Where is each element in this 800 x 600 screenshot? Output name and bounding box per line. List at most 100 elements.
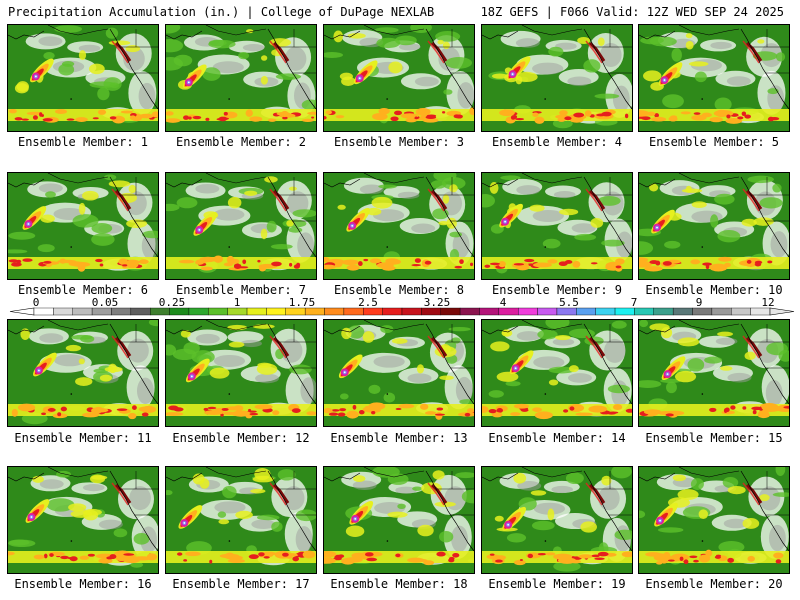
colorbar-tick-label: 2.5	[358, 296, 378, 309]
colorbar-swatch	[614, 307, 635, 316]
colorbar-swatch	[595, 307, 616, 316]
precip-map-graphic	[166, 467, 316, 573]
precip-map-graphic	[324, 467, 474, 573]
ensemble-map-panel	[481, 172, 633, 280]
ensemble-member-label: Ensemble Member: 3	[333, 135, 465, 149]
precip-map-graphic	[482, 320, 632, 426]
ensemble-map-panel	[481, 24, 633, 132]
colorbar-swatch	[111, 307, 132, 316]
ensemble-member-label: Ensemble Member: 7	[175, 283, 307, 297]
colorbar-max-arrow	[769, 307, 795, 316]
ensemble-map-panel	[165, 466, 317, 574]
precip-map-graphic	[324, 320, 474, 426]
colorbar-tick-label: 4	[500, 296, 507, 309]
colorbar-tick-label: 9	[696, 296, 703, 309]
ensemble-map-panel	[638, 172, 790, 280]
colorbar-swatch	[208, 307, 228, 316]
colorbar-swatch	[53, 307, 73, 316]
colorbar-swatch	[440, 307, 461, 316]
colorbar-swatch	[169, 307, 190, 316]
ensemble-member-label: Ensemble Member: 15	[645, 431, 783, 445]
ensemble-map-panel	[165, 172, 317, 280]
colorbar-swatch	[498, 307, 519, 316]
run-valid-title: 18Z GEFS | F066 Valid: 12Z WED SEP 24 20…	[480, 5, 784, 19]
ensemble-map-panel	[323, 24, 475, 132]
colorbar-swatch	[692, 307, 713, 316]
precip-map-graphic	[166, 320, 316, 426]
colorbar-min-arrow	[9, 307, 35, 316]
precip-map-graphic	[8, 173, 158, 279]
colorbar: 0 0.05 0.25 1 1.75 2.5 3.25 4 5.5 7 9 12	[4, 296, 796, 320]
colorbar-tick-label: 1.75	[289, 296, 316, 309]
colorbar-swatch	[285, 307, 306, 316]
ensemble-member-label: Ensemble Member: 2	[175, 135, 307, 149]
colorbar-swatch	[672, 307, 693, 316]
colorbar-tick-label: 5.5	[559, 296, 579, 309]
colorbar-tick-label: 0.05	[92, 296, 119, 309]
ensemble-map-panel	[323, 466, 475, 574]
ensemble-member-label: Ensemble Member: 11	[14, 431, 152, 445]
precip-map-graphic	[639, 25, 789, 131]
colorbar-swatch	[304, 307, 325, 316]
precip-map-graphic	[482, 173, 632, 279]
ensemble-member-label: Ensemble Member: 9	[491, 283, 623, 297]
ensemble-map-panel	[165, 319, 317, 427]
colorbar-swatch	[556, 307, 577, 316]
header: Precipitation Accumulation (in.) | Colle…	[0, 0, 800, 24]
colorbar-swatch	[150, 307, 170, 316]
colorbar-tick-label: 7	[631, 296, 638, 309]
precip-map-graphic	[639, 467, 789, 573]
ensemble-map-panel	[165, 24, 317, 132]
precip-map-graphic	[8, 320, 158, 426]
ensemble-map-panel	[638, 466, 790, 574]
colorbar-swatch	[382, 307, 403, 316]
ensemble-member-label: Ensemble Member: 17	[172, 577, 310, 591]
precip-map-graphic	[639, 320, 789, 426]
colorbar-swatch	[130, 307, 151, 316]
colorbar-swatch	[401, 307, 422, 316]
colorbar-swatch	[227, 307, 248, 316]
colorbar-graphic: 0 0.05 0.25 1 1.75 2.5 3.25 4 5.5 7 9 12	[9, 296, 795, 316]
colorbar-swatch	[188, 307, 209, 316]
colorbar-swatch	[750, 307, 771, 316]
ensemble-member-label: Ensemble Member: 6	[17, 283, 149, 297]
precip-map-graphic	[166, 25, 316, 131]
colorbar-swatch	[459, 307, 480, 316]
ensemble-member-label: Ensemble Member: 14	[488, 431, 626, 445]
ensemble-map-panel	[7, 466, 159, 574]
colorbar-swatch	[479, 307, 500, 316]
ensemble-map-panel	[7, 319, 159, 427]
precip-map-graphic	[324, 173, 474, 279]
ensemble-member-label: Ensemble Member: 13	[330, 431, 468, 445]
colorbar-tick-label: 0	[33, 296, 40, 309]
ensemble-map-panel	[7, 24, 159, 132]
colorbar-tick-label: 0.25	[159, 296, 186, 309]
colorbar-swatch	[518, 307, 538, 316]
colorbar-tick-label: 3.25	[424, 296, 451, 309]
colorbar-swatch	[246, 307, 267, 316]
ensemble-member-label: Ensemble Member: 8	[333, 283, 465, 297]
colorbar-swatch	[343, 307, 364, 316]
colorbar-swatch	[653, 307, 674, 316]
colorbar-swatch	[421, 307, 441, 316]
colorbar-tick-label: 1	[234, 296, 241, 309]
precip-map-graphic	[324, 25, 474, 131]
ensemble-map-panel	[323, 172, 475, 280]
colorbar-swatch	[731, 307, 751, 316]
precip-map-graphic	[482, 25, 632, 131]
ensemble-map-panel	[323, 319, 475, 427]
colorbar-swatch	[33, 307, 54, 316]
ensemble-map-panel	[7, 172, 159, 280]
ensemble-member-label: Ensemble Member: 18	[330, 577, 468, 591]
colorbar-swatch	[363, 307, 383, 316]
colorbar-swatch	[537, 307, 558, 316]
ensemble-member-label: Ensemble Member: 12	[172, 431, 310, 445]
product-title: Precipitation Accumulation (in.) | Colle…	[8, 5, 435, 19]
ensemble-member-label: Ensemble Member: 10	[645, 283, 783, 297]
ensemble-member-label: Ensemble Member: 16	[14, 577, 152, 591]
precip-map-graphic	[8, 25, 158, 131]
ensemble-member-label: Ensemble Member: 4	[491, 135, 623, 149]
ensemble-member-label: Ensemble Member: 20	[645, 577, 783, 591]
ensemble-map-panel	[481, 466, 633, 574]
ensemble-map-panel	[638, 319, 790, 427]
